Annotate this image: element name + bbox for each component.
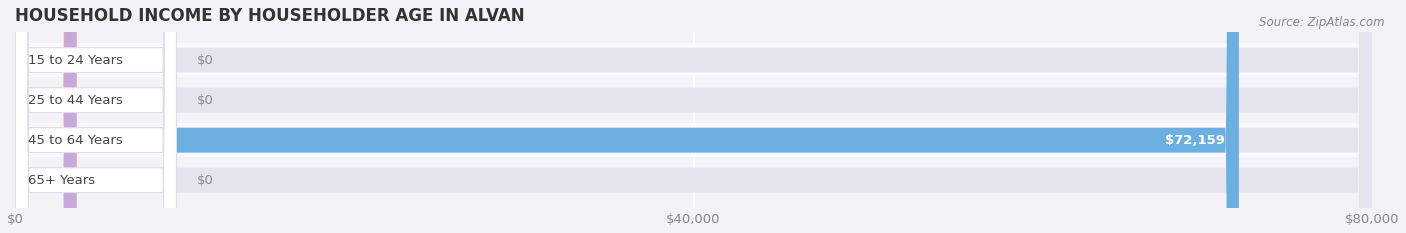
FancyBboxPatch shape — [15, 0, 177, 233]
FancyBboxPatch shape — [15, 0, 1372, 233]
FancyBboxPatch shape — [15, 83, 1372, 117]
Text: 65+ Years: 65+ Years — [28, 174, 96, 187]
FancyBboxPatch shape — [15, 0, 177, 233]
FancyBboxPatch shape — [15, 43, 1372, 77]
Text: $72,159: $72,159 — [1166, 134, 1225, 147]
FancyBboxPatch shape — [15, 0, 177, 233]
Text: HOUSEHOLD INCOME BY HOUSEHOLDER AGE IN ALVAN: HOUSEHOLD INCOME BY HOUSEHOLDER AGE IN A… — [15, 7, 524, 25]
Text: 15 to 24 Years: 15 to 24 Years — [28, 54, 124, 67]
FancyBboxPatch shape — [15, 0, 76, 233]
FancyBboxPatch shape — [15, 163, 1372, 197]
Text: $0: $0 — [197, 94, 214, 107]
Text: $0: $0 — [197, 174, 214, 187]
FancyBboxPatch shape — [15, 0, 1372, 233]
Text: $0: $0 — [197, 54, 214, 67]
FancyBboxPatch shape — [15, 0, 1239, 233]
FancyBboxPatch shape — [15, 0, 1372, 233]
Text: 25 to 44 Years: 25 to 44 Years — [28, 94, 124, 107]
FancyBboxPatch shape — [15, 0, 76, 233]
FancyBboxPatch shape — [15, 0, 76, 233]
FancyBboxPatch shape — [15, 0, 1372, 233]
FancyBboxPatch shape — [15, 123, 1372, 157]
FancyBboxPatch shape — [15, 0, 177, 233]
Text: 45 to 64 Years: 45 to 64 Years — [28, 134, 122, 147]
Text: Source: ZipAtlas.com: Source: ZipAtlas.com — [1260, 16, 1385, 29]
